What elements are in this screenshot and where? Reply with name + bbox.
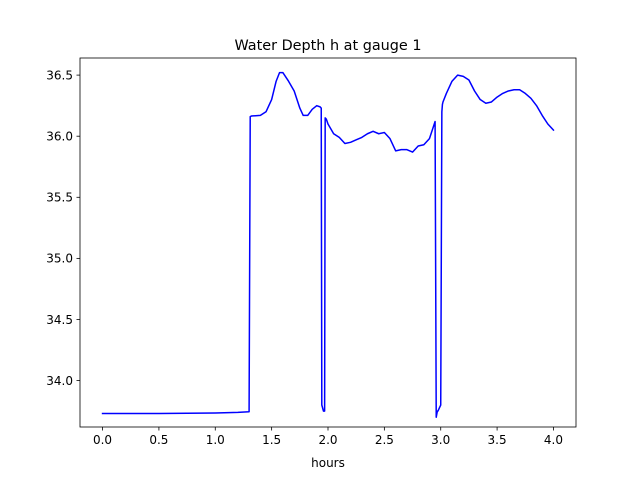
x-tick-label: 0.0 — [93, 433, 112, 447]
y-tick-label: 35.5 — [46, 191, 73, 205]
x-tick-label: 2.0 — [318, 433, 337, 447]
y-tick-label: 34.0 — [46, 374, 73, 388]
y-tick-label: 35.0 — [46, 252, 73, 266]
y-tick-label: 36.5 — [46, 68, 73, 82]
x-tick-label: 1.5 — [262, 433, 281, 447]
chart-title: Water Depth h at gauge 1 — [234, 38, 421, 54]
axes: 0.0 0.5 1.0 1.5 2.0 2.5 3.0 3.5 4.0 34.0 34.5 35.0 3… — [46, 57, 577, 447]
x-tick-label: 0.5 — [149, 433, 168, 447]
x-tick-label: 1.0 — [206, 433, 225, 447]
x-tick-label: 3.0 — [431, 433, 450, 447]
x-axis-label: hours — [311, 456, 345, 470]
y-tick-label: 34.5 — [46, 313, 73, 327]
x-tick-label: 3.5 — [488, 433, 507, 447]
plot-area — [101, 71, 555, 418]
y-tick-label: 36.0 — [46, 129, 73, 143]
x-tick-label: 4.0 — [544, 433, 563, 447]
series-line-0 — [101, 71, 555, 418]
x-tick-label: 2.5 — [375, 433, 394, 447]
